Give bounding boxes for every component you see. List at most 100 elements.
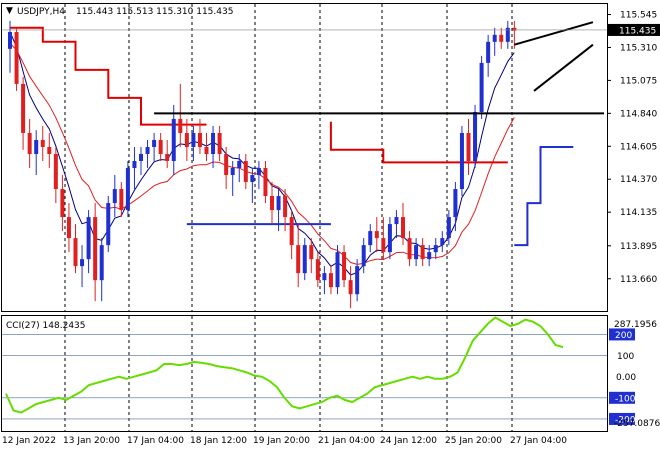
cci-tick-label: 100 <box>617 352 634 362</box>
bear-candle-body <box>217 132 222 154</box>
bull-candle-body <box>440 238 445 246</box>
cci-line-group <box>2 316 607 420</box>
current-price-label: 115.435 <box>619 26 656 36</box>
bear-candle-body <box>40 139 45 147</box>
y-tick-label: 114.135 <box>620 208 657 218</box>
y-tick-label: 114.370 <box>620 175 657 185</box>
bear-candle-body <box>165 153 170 162</box>
red-step-line <box>10 26 207 126</box>
bull-candle-body <box>433 245 438 253</box>
bear-candle-body <box>309 245 314 260</box>
bull-candle-body <box>427 252 432 260</box>
bull-candle-body <box>302 245 307 274</box>
bear-candle-body <box>283 196 288 218</box>
cci-tick-label: 0.00 <box>616 373 636 383</box>
bull-candle-body <box>86 217 91 260</box>
bear-candle-body <box>119 189 124 211</box>
y-tick-label: 115.545 <box>620 11 657 21</box>
bull-candle-body <box>106 203 111 246</box>
bear-candle-body <box>21 83 26 133</box>
symbol-label: USDJPY,H4 <box>17 7 65 17</box>
bull-candle-body <box>473 111 478 162</box>
red-step-line <box>329 121 508 164</box>
y-tick-label: 115.310 <box>620 43 657 53</box>
bull-candle-body <box>387 224 392 253</box>
bear-candle-body <box>47 146 52 154</box>
current-price-tag <box>608 23 660 36</box>
blue-step-line <box>514 146 574 247</box>
y-tick-label: 114.605 <box>620 142 657 152</box>
bull-candle-body <box>335 252 340 288</box>
bull-candle-body <box>479 62 484 112</box>
bear-candle-body <box>178 118 183 133</box>
y-tick-label: 113.895 <box>620 242 657 252</box>
bull-candle-body <box>211 132 216 154</box>
y-tick-label: 113.660 <box>620 275 657 285</box>
cci-tick-label: -100 <box>615 394 636 404</box>
bull-candle-body <box>414 245 419 260</box>
cci-indicator-label: CCI(27) 148.2435 <box>6 321 86 331</box>
bear-candle-body <box>499 34 504 42</box>
x-tick-label: 19 Jan 20:00 <box>253 436 310 446</box>
bear-candle-body <box>342 252 347 281</box>
x-tick-label: 17 Jan 04:00 <box>127 436 184 446</box>
wedge-trendline <box>533 43 594 92</box>
bull-candle-body <box>132 161 137 169</box>
bear-candle-body <box>184 132 189 147</box>
candlesticks <box>8 20 517 309</box>
bull-candle-body <box>492 34 497 42</box>
bull-candle-body <box>250 175 255 183</box>
x-tick-label: 25 Jan 20:00 <box>445 436 502 446</box>
cci-min-label: -257.0876 <box>614 419 660 429</box>
bear-candle-body <box>93 217 98 281</box>
bull-candle-body <box>230 168 235 176</box>
cci-tick-label: 200 <box>615 331 632 341</box>
bull-candle-body <box>355 266 360 295</box>
bull-candle-body <box>505 27 510 42</box>
bear-candle-body <box>420 245 425 260</box>
bull-candle-body <box>459 132 464 190</box>
bull-candle-body <box>256 168 261 176</box>
bear-candle-body <box>27 132 32 154</box>
bear-candle-body <box>197 132 202 147</box>
bull-candle-body <box>394 217 399 225</box>
bear-candle-body <box>374 231 379 239</box>
cci-line <box>5 316 564 414</box>
bull-candle-body <box>171 118 176 162</box>
dropdown-arrow-icon[interactable]: ▼ <box>6 6 13 16</box>
bear-candle-body <box>315 259 320 281</box>
bull-candle-body <box>361 245 366 267</box>
drawing-objects: 115.435 <box>2 21 660 115</box>
bull-candle-body <box>446 217 451 239</box>
bear-candle-body <box>328 273 333 288</box>
cci-level-tag <box>609 391 635 404</box>
bull-candle-body <box>237 161 242 169</box>
bear-candle-body <box>407 238 412 260</box>
cci-max-label: 287.1956 <box>614 320 657 330</box>
bear-candle-body <box>204 146 209 154</box>
bear-candle-body <box>60 189 65 218</box>
bear-candle-body <box>381 238 386 253</box>
bear-candle-body <box>263 168 268 197</box>
bear-candle-body <box>53 153 58 190</box>
cci-level-tag <box>609 412 635 425</box>
bull-candle-body <box>152 139 157 147</box>
bear-candle-body <box>296 245 301 274</box>
y-tick-label: 114.840 <box>620 109 657 119</box>
x-tick-label: 21 Jan 04:00 <box>318 436 375 446</box>
bear-candle-body <box>289 217 294 246</box>
x-tick-label: 13 Jan 20:00 <box>63 436 120 446</box>
bull-candle-body <box>34 139 39 154</box>
y-tick-label: 115.075 <box>620 76 657 86</box>
bull-candle-body <box>276 196 281 211</box>
time-gridlines <box>64 4 513 431</box>
bull-candle-body <box>125 168 130 211</box>
x-tick-label: 18 Jan 12:00 <box>190 436 247 446</box>
bear-candle-body <box>466 132 471 162</box>
bear-candle-body <box>224 153 229 176</box>
bear-candle-body <box>401 217 405 239</box>
bear-candle-body <box>243 161 248 183</box>
bull-candle-body <box>368 231 373 246</box>
x-tick-label: 27 Jan 04:00 <box>510 436 567 446</box>
